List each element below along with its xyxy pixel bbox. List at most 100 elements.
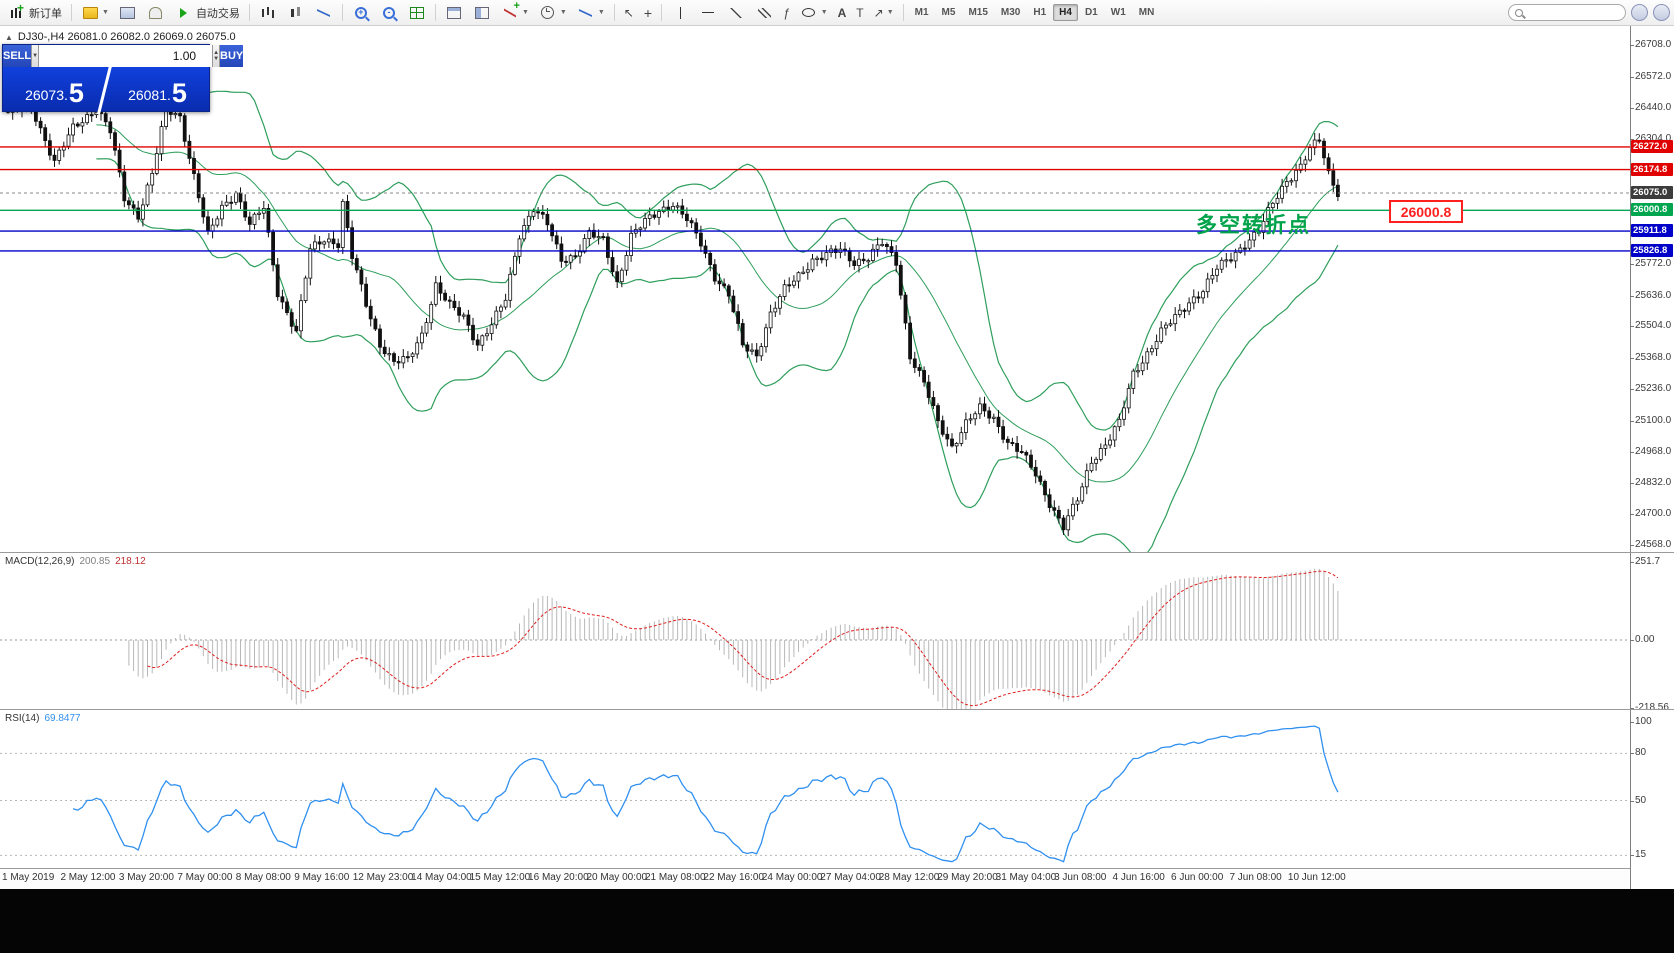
timeframe-h1[interactable]: H1	[1033, 7, 1047, 18]
chart-annotation-text: 多空转折点	[1196, 214, 1311, 237]
crosshair-button[interactable]: +	[640, 4, 656, 22]
indicators-icon	[501, 0, 520, 21]
line-chart-icon	[315, 5, 333, 21]
volume-input[interactable]	[39, 45, 213, 67]
macd-axis-label: -218.56	[1635, 701, 1669, 713]
timeframe-d1[interactable]: D1	[1084, 7, 1098, 18]
vertical-line-button[interactable]	[667, 3, 693, 23]
separator	[248, 4, 250, 21]
time-axis-label: 1 May 2019	[2, 872, 55, 883]
rsi-value: 69.8477	[44, 713, 81, 724]
periods-button[interactable]: ▼	[535, 3, 571, 23]
candlestick-chart-button[interactable]	[283, 3, 309, 23]
cursor-button[interactable]: ↖	[620, 5, 638, 21]
community-icon[interactable]	[1631, 4, 1648, 21]
timeframe-w1[interactable]: W1	[1110, 7, 1126, 18]
separator	[434, 4, 436, 21]
price-line-badge: 26174.8	[1631, 162, 1673, 176]
tile-windows-button[interactable]	[404, 3, 430, 23]
horizontal-line-button[interactable]	[695, 3, 721, 23]
price-line-badge: 26272.0	[1631, 139, 1673, 153]
text-button[interactable]: A	[834, 5, 851, 21]
alerts-button[interactable]	[143, 3, 169, 23]
text-label-button[interactable]: T	[852, 5, 867, 21]
tile-vertical-button[interactable]	[469, 3, 495, 23]
volume-stepper[interactable]: ▲ ▼	[212, 45, 221, 67]
search-input[interactable]	[1527, 6, 1615, 19]
buy-price-int: 26081.	[128, 87, 171, 103]
shapes-button[interactable]: ▼	[796, 3, 832, 23]
autotrading-label: 自动交易	[195, 7, 240, 20]
rsi-label: RSI(14) 69.8477	[5, 713, 81, 724]
line-chart-button[interactable]	[311, 3, 337, 23]
time-axis-label: 21 May 08:00	[644, 872, 706, 883]
macd-pane[interactable]	[0, 553, 1630, 710]
price-axis-label: 24968.0	[1635, 445, 1672, 457]
time-axis-label: 14 May 04:00	[411, 872, 472, 883]
macd-name: MACD(12,26,9)	[5, 556, 75, 567]
macd-axis-label: 0.00	[1635, 634, 1655, 645]
cascade-windows-button[interactable]	[441, 3, 467, 23]
search-box[interactable]	[1508, 4, 1626, 21]
fibonacci-button[interactable]: ƒ	[779, 5, 794, 21]
price-axis-tick	[1630, 514, 1634, 516]
timeframe-h4[interactable]: H4	[1053, 4, 1078, 21]
sell-price[interactable]: 26073. 5	[3, 67, 106, 111]
ellipse-icon	[800, 5, 818, 21]
zoom-out-icon: -	[380, 5, 398, 21]
clock-icon	[539, 5, 557, 21]
price-axis-label: 26572.0	[1635, 70, 1672, 82]
price-axis-tick	[1630, 483, 1634, 485]
price-tag-label[interactable]: 26000.8	[1389, 200, 1463, 223]
price-axis-label: 26304.0	[1635, 133, 1672, 145]
volume-dropdown-button[interactable]: ▼	[31, 45, 40, 67]
profiles-button[interactable]: ▼	[77, 3, 113, 23]
timeframe-mn[interactable]: MN	[1138, 7, 1155, 18]
trendline-button[interactable]	[723, 3, 749, 23]
new-order-label: 新订单	[29, 7, 62, 20]
rsi-axis-tick	[1630, 800, 1634, 802]
terminal-button[interactable]	[115, 3, 141, 23]
timeframe-m1[interactable]: M1	[914, 7, 929, 18]
rsi-axis-label: 80	[1635, 747, 1647, 759]
pane-separator[interactable]	[0, 552, 1674, 553]
macd-axis-tick	[1630, 640, 1634, 641]
timeframe-m15[interactable]: M15	[968, 7, 988, 18]
main-price-chart[interactable]	[0, 25, 1630, 553]
buy-price[interactable]: 26081. 5	[106, 67, 209, 111]
price-line-badge: 25826.8	[1631, 243, 1673, 257]
autotrading-button[interactable]: 自动交易	[171, 3, 244, 23]
separator	[341, 4, 343, 21]
time-axis-label: 27 May 04:00	[820, 872, 881, 883]
price-axis-label: 25636.0	[1635, 289, 1672, 301]
price-axis-label: 25504.0	[1635, 320, 1672, 332]
channel-button[interactable]	[751, 3, 777, 23]
new-order-button[interactable]: + 新订单	[4, 1, 66, 23]
separator	[661, 4, 662, 21]
time-axis-label: 7 May 00:00	[177, 872, 233, 883]
time-axis-label: 2 May 12:00	[60, 872, 116, 883]
price-axis-tick	[1630, 388, 1634, 390]
timeframe-m30[interactable]: M30	[1000, 7, 1021, 18]
zoom-out-button[interactable]: -	[376, 3, 402, 23]
indicators-button[interactable]: ▼	[497, 0, 533, 23]
pane-separator[interactable]	[0, 709, 1674, 710]
help-icon[interactable]	[1653, 4, 1670, 21]
time-axis-label: 12 May 23:00	[352, 872, 414, 883]
arrows-button[interactable]: ↗ ▼	[873, 5, 894, 20]
rsi-pane[interactable]	[0, 710, 1630, 868]
panel-collapse-icon[interactable]: ▲	[5, 32, 13, 42]
main-toolbar: + 新订单 ▼ 自动交易 + - ▼ ▼ ▼ ↖ + ƒ ▼ A T ↗▼ M1…	[0, 0, 1674, 26]
buy-price-pips: 5	[171, 78, 187, 108]
zoom-in-button[interactable]: +	[348, 3, 374, 23]
time-axis-label: 22 May 16:00	[703, 872, 764, 883]
time-axis-label: 29 May 20:00	[937, 872, 998, 883]
timeframe-m5[interactable]: M5	[941, 7, 956, 18]
tile-vertical-icon	[473, 5, 491, 21]
price-line-badge: 26000.8	[1631, 203, 1673, 217]
trade-panel-prices: 26073. 5 26081. 5	[3, 65, 209, 115]
sell-button[interactable]: SELL	[3, 45, 32, 67]
templates-button[interactable]: ▼	[573, 3, 609, 23]
bar-chart-button[interactable]	[255, 3, 281, 23]
buy-button[interactable]: BUY	[220, 45, 244, 67]
